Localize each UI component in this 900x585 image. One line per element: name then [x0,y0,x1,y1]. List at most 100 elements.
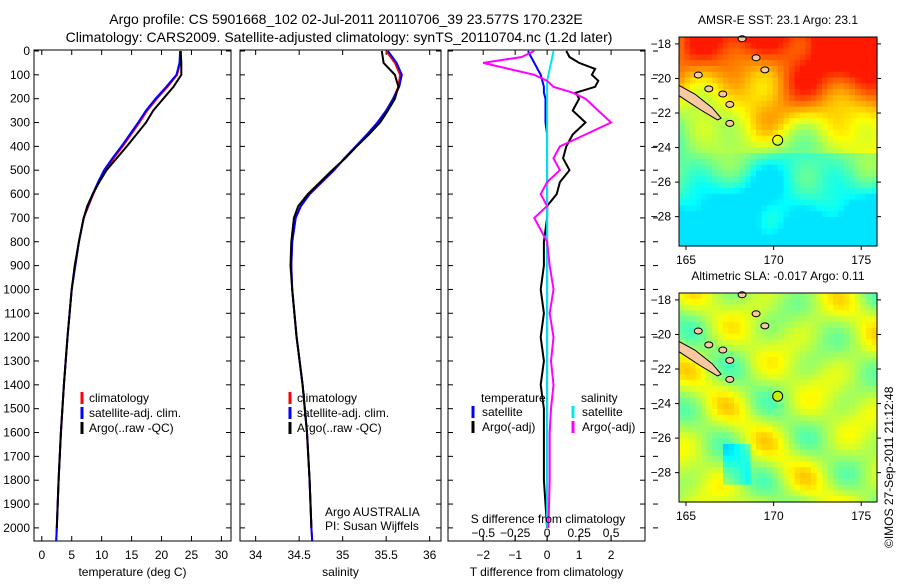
map-cell [783,333,790,340]
map-cell [767,141,774,148]
map-cell [767,42,774,50]
map-cell [739,83,746,90]
map-cell [860,124,867,131]
map-cell [750,385,757,393]
map-cell [701,403,708,410]
map-cell [772,124,779,131]
map-cell [778,414,785,422]
map-cell [739,182,746,189]
map-cell [811,397,818,404]
map-cell [772,100,779,108]
map-cell [712,449,719,457]
map-cell [739,298,746,306]
map-cell [778,432,785,439]
map-cell [717,95,724,102]
map-cell [745,293,752,300]
map-cell [767,351,774,358]
map-cell [789,478,796,486]
map-cell [871,158,878,166]
map-cell [783,490,790,497]
map-cell [723,467,730,474]
map-cell [866,77,873,84]
map-cell [772,89,779,96]
map-cell [701,170,708,177]
map-cell [734,333,741,340]
map-cell [855,147,862,154]
map-cell [761,54,768,61]
map-cell [723,397,730,404]
map-cell [750,368,757,375]
map-cell [822,170,829,177]
map-cell [800,89,807,96]
map-cell [734,71,741,79]
map-cell [838,333,845,340]
map-cell [739,443,746,451]
map-cell [695,385,702,393]
map-cell [849,135,856,143]
map-cell [756,193,763,201]
map-cell [701,351,708,358]
map-cell [739,414,746,422]
map-cell [739,449,746,457]
map-cell [811,71,818,79]
map-cell [761,380,768,387]
map-cell [701,449,708,457]
map-cell [772,187,779,195]
map-cell [849,327,856,335]
map-cell [855,467,862,474]
map-cell [712,403,719,410]
map-cell [695,420,702,428]
map-cell [761,432,768,439]
map-cell [756,71,763,79]
map-cell [728,37,735,44]
map-cell [778,77,785,84]
map-cell [767,426,774,433]
map-cell [750,182,757,189]
map-cell [684,362,691,370]
map-cell [855,205,862,212]
map-cell [800,234,807,241]
map-cell [855,490,862,497]
map-cell [734,432,741,439]
map-cell [767,391,774,399]
x-tick-label: 1 [576,548,583,562]
map-cell [717,83,724,90]
map-cell [706,438,713,445]
map-cell [679,205,686,212]
map-cell [816,333,823,340]
map-cell [750,461,757,468]
map-cell [717,461,724,468]
map-cell [822,228,829,235]
map-cell [838,95,845,102]
map-cell [822,403,829,410]
map-cell [827,293,834,300]
map-cell [811,293,818,300]
map-cell [860,42,867,50]
map-cell [739,409,746,416]
map-cell [772,403,779,410]
map-cell [860,217,867,224]
map-cell [701,443,708,451]
map-cell [761,304,768,311]
map-cell [723,298,730,306]
map-cell [734,158,741,166]
map-cell [679,182,686,189]
map-cell [822,380,829,387]
map-cell [734,362,741,370]
map-cell [767,467,774,474]
map-cell [684,77,691,84]
map-cell [706,147,713,154]
map-cell [789,438,796,445]
map-cell [833,467,840,474]
map-cell [701,409,708,416]
map-cell [871,54,878,61]
map-cell [695,129,702,137]
map-cell [679,333,686,340]
map-cell [827,234,834,241]
map-cell [866,176,873,183]
map-cell [783,112,790,119]
map-cell [684,37,691,44]
island [760,322,770,330]
map-cell [805,234,812,241]
